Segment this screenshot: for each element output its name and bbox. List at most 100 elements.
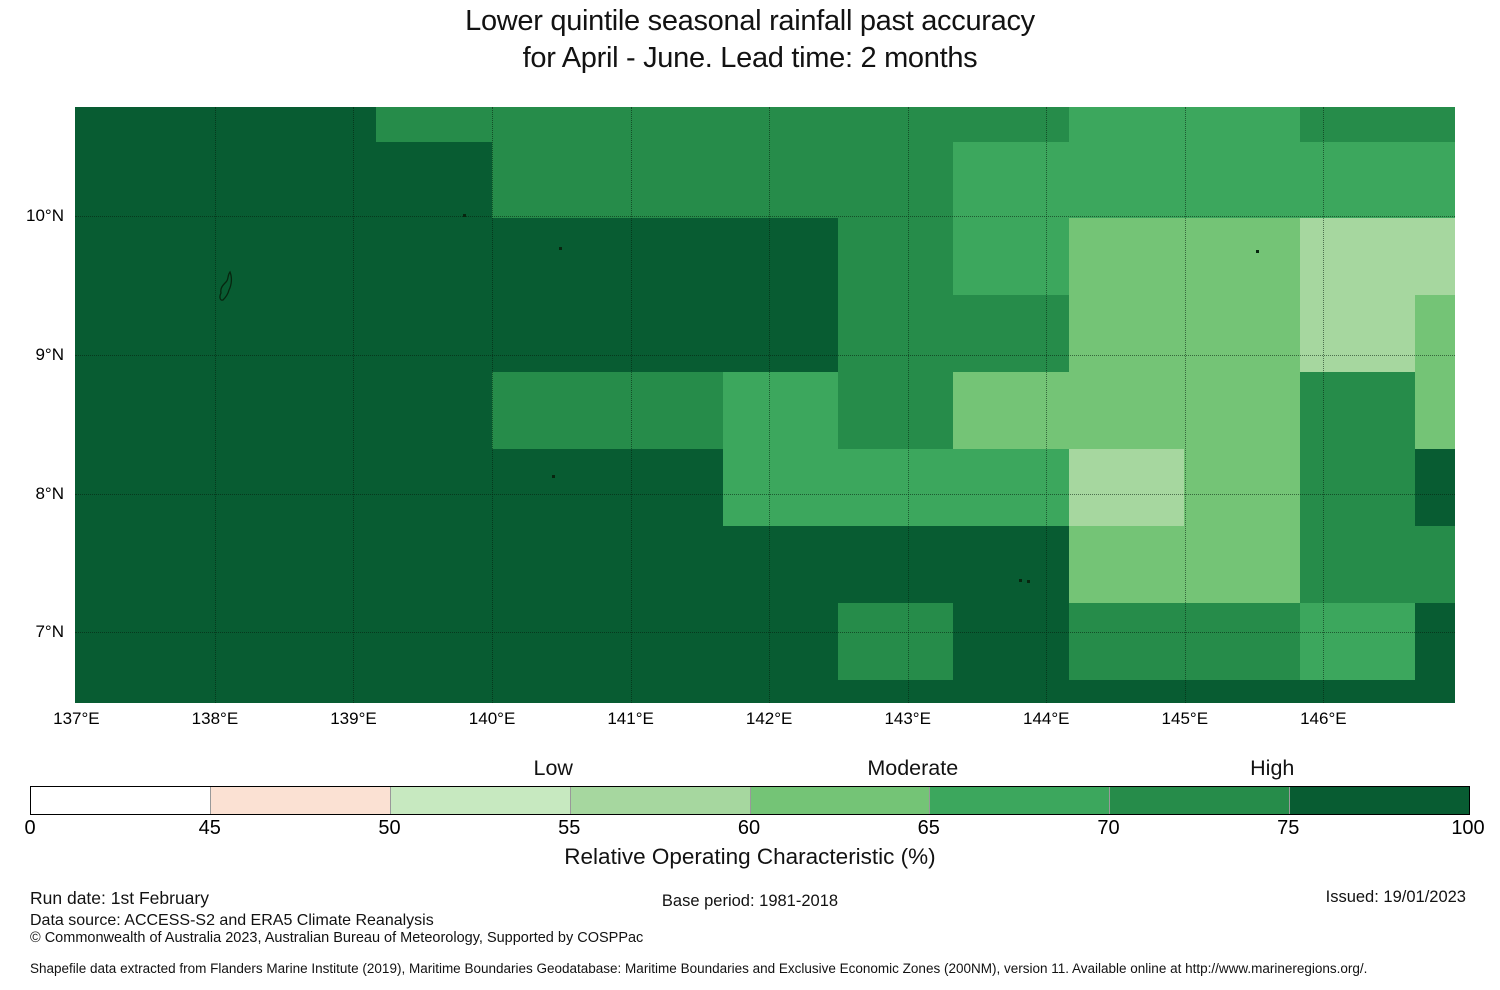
colorbar-tick-label: 50 <box>378 817 401 839</box>
map-cell <box>74 680 147 704</box>
page-title: Lower quintile seasonal rainfall past ac… <box>0 3 1500 77</box>
map-cell <box>1069 372 1186 450</box>
map-cell <box>1069 106 1186 143</box>
map-cell <box>953 372 1070 450</box>
map-cell <box>838 680 955 704</box>
map-cell <box>722 218 839 296</box>
map-cell <box>1299 448 1417 527</box>
map-cell <box>491 106 608 143</box>
island-dot <box>463 214 467 218</box>
map-cell <box>260 294 378 373</box>
map-cell <box>722 106 839 143</box>
map-cell <box>1184 218 1301 296</box>
map-cell <box>838 372 955 450</box>
island-dot <box>1018 578 1022 582</box>
island-dot <box>1027 580 1031 584</box>
map-cell <box>491 218 608 296</box>
x-tick-label: 146°E <box>1300 709 1347 728</box>
map-cell <box>74 218 147 296</box>
map-cell <box>722 294 839 373</box>
map-cell <box>838 141 955 219</box>
map-cell <box>260 448 378 527</box>
map-cell <box>260 680 378 704</box>
map-cell <box>838 526 955 604</box>
y-tick-label: 10°N <box>26 206 64 226</box>
island-dot <box>1255 250 1259 254</box>
map-cell <box>376 372 493 450</box>
footer-base-period: Base period: 1981-2018 <box>661 892 839 910</box>
map-cell <box>1069 448 1186 527</box>
colorbar-segment <box>389 787 570 814</box>
map-cell <box>260 218 378 296</box>
map-cell <box>260 141 378 219</box>
map-cell <box>1415 141 1456 219</box>
map-cell <box>607 141 724 219</box>
map-cell <box>607 448 724 527</box>
map-cell <box>1415 218 1456 296</box>
map-cell <box>260 526 378 604</box>
map-cell <box>1299 526 1417 604</box>
y-tick-label: 7°N <box>35 622 64 642</box>
gridline-horizontal <box>75 493 1455 495</box>
map-cell <box>607 602 724 681</box>
map-cell <box>491 294 608 373</box>
map-cell <box>1299 294 1417 373</box>
map-cell <box>376 602 493 681</box>
map-cell <box>838 106 955 143</box>
footer-shapefile: Shapefile data extracted from Flanders M… <box>30 961 1368 976</box>
title-line-1: Lower quintile seasonal rainfall past ac… <box>465 5 1035 37</box>
map-cell <box>953 680 1070 704</box>
x-tick-label: 139°E <box>330 709 377 728</box>
colorbar-tick-label: 75 <box>1277 817 1300 839</box>
colorbar-tick-label: 45 <box>198 817 221 839</box>
footer-data-source: Data source: ACCESS-S2 and ERA5 Climate … <box>30 912 434 929</box>
gridline-vertical <box>492 107 494 703</box>
map-cell <box>607 106 724 143</box>
colorbar-axis-label: Relative Operating Characteristic (%) <box>564 844 936 869</box>
map-cell <box>1299 218 1417 296</box>
x-tick-label: 138°E <box>191 709 239 728</box>
map-cell <box>1069 526 1186 604</box>
map-cell <box>1415 680 1456 704</box>
map-cell <box>145 106 262 143</box>
colorbar-category-label: High <box>1250 756 1295 780</box>
colorbar-category-label: Moderate <box>867 756 959 780</box>
map-cell <box>607 218 724 296</box>
map-cell <box>953 448 1070 527</box>
colorbar-segment <box>1289 787 1469 814</box>
map-cell <box>74 372 147 450</box>
map-cell <box>953 106 1070 143</box>
colorbar-segment <box>31 787 210 814</box>
map-cell <box>145 680 262 704</box>
map-cell <box>1184 680 1301 704</box>
map-cell <box>1184 294 1301 373</box>
gridline-horizontal <box>75 216 1455 218</box>
gridline-vertical <box>1184 107 1186 703</box>
gridline-vertical <box>907 107 909 703</box>
map-cell <box>953 526 1070 604</box>
map-cell <box>145 218 262 296</box>
map-cell <box>260 106 378 143</box>
map-cell <box>145 141 262 219</box>
map-cell <box>607 680 724 704</box>
gridline-vertical <box>630 107 632 703</box>
map-cell <box>1184 372 1301 450</box>
island-dot <box>552 474 555 478</box>
colorbar-segment <box>1109 787 1290 814</box>
map-cell <box>838 448 955 527</box>
gridline-vertical <box>1046 107 1048 703</box>
map-cell <box>145 526 262 604</box>
map-cell <box>260 372 378 450</box>
colorbar-tick-label: 60 <box>737 817 761 839</box>
y-tick-label: 8°N <box>35 483 64 503</box>
colorbar-segment <box>209 787 390 814</box>
map-cell <box>838 602 955 681</box>
footer-copyright: © Commonwealth of Australia 2023, Austra… <box>30 930 644 946</box>
colorbar-segment <box>569 787 750 814</box>
map-cell <box>376 526 493 604</box>
map-cell <box>74 526 147 604</box>
map-cell <box>1069 218 1186 296</box>
footer-run-date: Run date: 1st February <box>30 888 209 908</box>
colorbar-tick-label: 65 <box>917 817 940 839</box>
colorbar-tick-label: 55 <box>558 817 581 839</box>
